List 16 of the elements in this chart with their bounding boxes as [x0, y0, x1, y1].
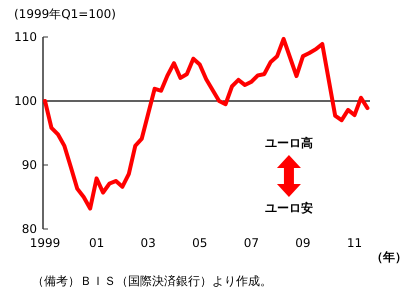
- x-tick-label: 09: [295, 236, 311, 250]
- y-tick-label: 100: [14, 94, 37, 108]
- y-tick-label: 90: [22, 158, 37, 172]
- x-axis-title: （年）: [371, 250, 407, 264]
- x-tick-label: 07: [244, 236, 259, 250]
- x-tick-label: 1999: [30, 236, 60, 250]
- x-tick-label: 11: [346, 236, 362, 250]
- annotation: ユーロ高: [264, 136, 313, 150]
- annotation: ユーロ安: [264, 201, 313, 215]
- y-axis-title: (1999年Q1=100): [14, 7, 116, 21]
- x-tick-label: 05: [192, 236, 208, 250]
- y-tick-label: 80: [22, 222, 37, 236]
- y-tick-label: 110: [14, 30, 37, 44]
- x-tick-label: 03: [140, 236, 156, 250]
- text: （備考）ＢＩＳ（国際決済銀行）より作成。: [32, 274, 272, 288]
- x-tick-label: 01: [88, 236, 104, 250]
